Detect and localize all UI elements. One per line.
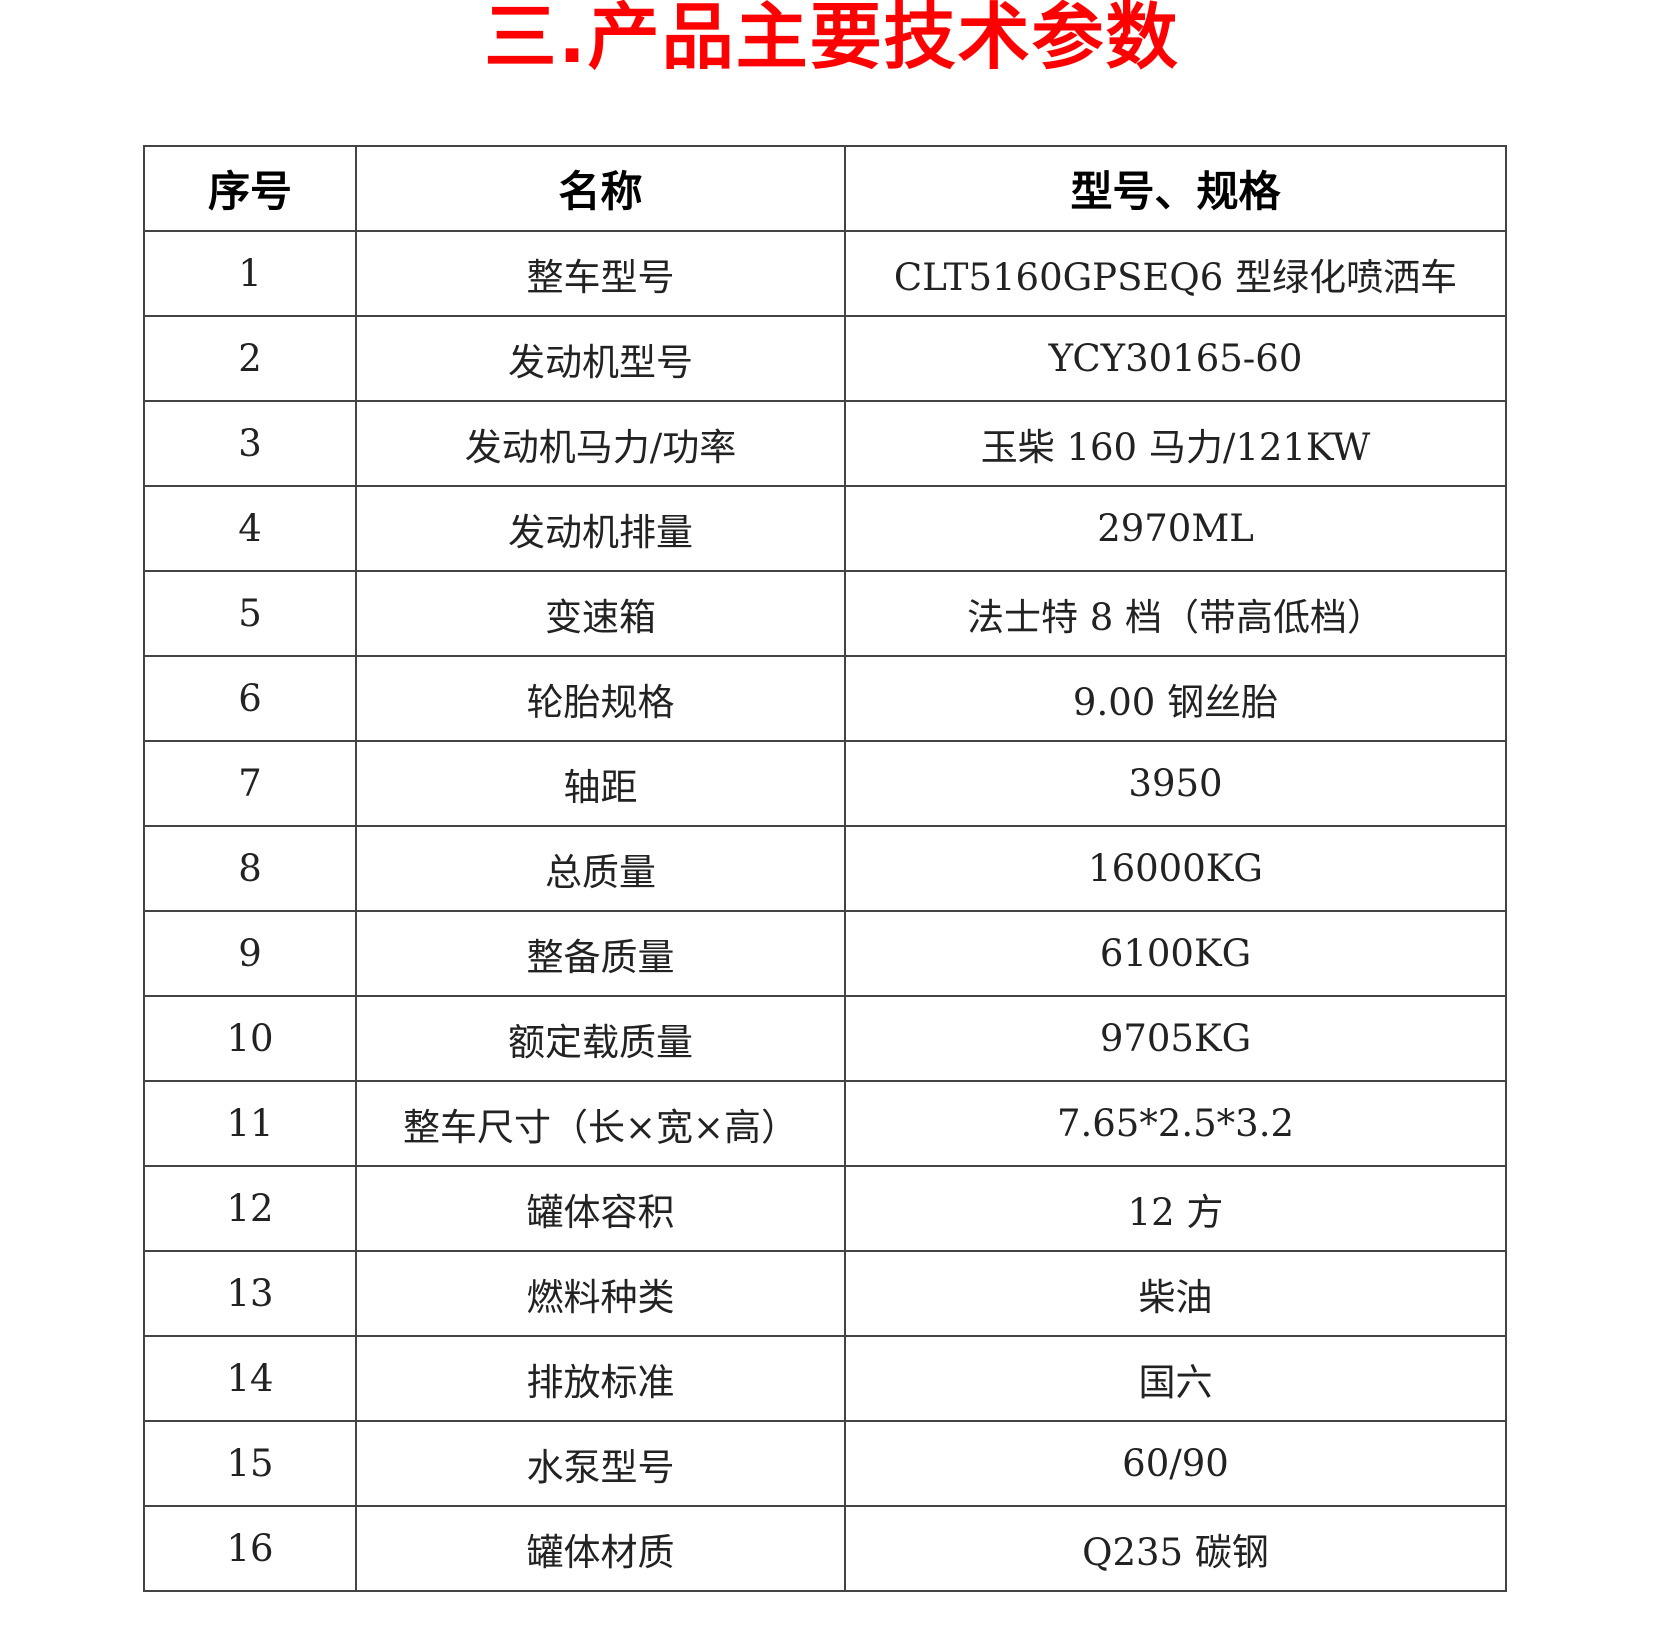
table-row: 12 罐体容积 12 方 <box>143 1165 1507 1252</box>
cell-name: 轴距 <box>355 740 846 827</box>
cell-spec: 60/90 <box>844 1420 1507 1507</box>
cell-name: 整备质量 <box>355 910 846 997</box>
cell-name: 总质量 <box>355 825 846 912</box>
table-row: 2 发动机型号 YCY30165-60 <box>143 315 1507 402</box>
table-row: 16 罐体材质 Q235 碳钢 <box>143 1505 1507 1592</box>
cell-index: 12 <box>143 1165 357 1252</box>
cell-spec: 柴油 <box>844 1250 1507 1337</box>
cell-spec: 法士特 8 档（带高低档） <box>844 570 1507 657</box>
cell-name: 发动机排量 <box>355 485 846 572</box>
cell-name: 罐体容积 <box>355 1165 846 1252</box>
cell-name: 发动机型号 <box>355 315 846 402</box>
cell-name: 排放标准 <box>355 1335 846 1422</box>
table-row: 1 整车型号 CLT5160GPSEQ6 型绿化喷洒车 <box>143 230 1507 317</box>
table-row: 4 发动机排量 2970ML <box>143 485 1507 572</box>
cell-spec: 12 方 <box>844 1165 1507 1252</box>
cell-index: 13 <box>143 1250 357 1337</box>
cell-name: 水泵型号 <box>355 1420 846 1507</box>
header-index: 序号 <box>143 145 357 232</box>
cell-spec: 6100KG <box>844 910 1507 997</box>
table-row: 5 变速箱 法士特 8 档（带高低档） <box>143 570 1507 657</box>
cell-name: 变速箱 <box>355 570 846 657</box>
table-row: 11 整车尺寸（长×宽×高） 7.65*2.5*3.2 <box>143 1080 1507 1167</box>
table-row: 7 轴距 3950 <box>143 740 1507 827</box>
table-row: 13 燃料种类 柴油 <box>143 1250 1507 1337</box>
cell-index: 15 <box>143 1420 357 1507</box>
header-spec: 型号、规格 <box>844 145 1507 232</box>
table-row: 3 发动机马力/功率 玉柴 160 马力/121KW <box>143 400 1507 487</box>
cell-name: 发动机马力/功率 <box>355 400 846 487</box>
cell-spec: Q235 碳钢 <box>844 1505 1507 1592</box>
cell-name: 轮胎规格 <box>355 655 846 742</box>
cell-name: 整车尺寸（长×宽×高） <box>355 1080 846 1167</box>
cell-index: 16 <box>143 1505 357 1592</box>
cell-index: 9 <box>143 910 357 997</box>
cell-name: 整车型号 <box>355 230 846 317</box>
cell-spec: 3950 <box>844 740 1507 827</box>
table-row: 9 整备质量 6100KG <box>143 910 1507 997</box>
cell-index: 11 <box>143 1080 357 1167</box>
cell-name: 燃料种类 <box>355 1250 846 1337</box>
cell-spec: 9705KG <box>844 995 1507 1082</box>
cell-spec: 国六 <box>844 1335 1507 1422</box>
cell-name: 额定载质量 <box>355 995 846 1082</box>
cell-spec: 7.65*2.5*3.2 <box>844 1080 1507 1167</box>
section-title: 三.产品主要技术参数 <box>484 0 1180 79</box>
table-header-row: 序号 名称 型号、规格 <box>143 145 1507 232</box>
cell-index: 10 <box>143 995 357 1082</box>
cell-index: 6 <box>143 655 357 742</box>
cell-spec: CLT5160GPSEQ6 型绿化喷洒车 <box>844 230 1507 317</box>
cell-index: 1 <box>143 230 357 317</box>
table-row: 14 排放标准 国六 <box>143 1335 1507 1422</box>
cell-index: 14 <box>143 1335 357 1422</box>
cell-index: 4 <box>143 485 357 572</box>
spec-table: 序号 名称 型号、规格 1 整车型号 CLT5160GPSEQ6 型绿化喷洒车 2 发动… <box>143 145 1507 1592</box>
cell-spec: 2970ML <box>844 485 1507 572</box>
table-row: 8 总质量 16000KG <box>143 825 1507 912</box>
cell-name: 罐体材质 <box>355 1505 846 1592</box>
cell-index: 2 <box>143 315 357 402</box>
cell-index: 3 <box>143 400 357 487</box>
cell-spec: 16000KG <box>844 825 1507 912</box>
table-row: 6 轮胎规格 9.00 钢丝胎 <box>143 655 1507 742</box>
cell-index: 5 <box>143 570 357 657</box>
cell-index: 8 <box>143 825 357 912</box>
cell-spec: YCY30165-60 <box>844 315 1507 402</box>
cell-index: 7 <box>143 740 357 827</box>
cell-spec: 9.00 钢丝胎 <box>844 655 1507 742</box>
cell-spec: 玉柴 160 马力/121KW <box>844 400 1507 487</box>
header-name: 名称 <box>355 145 846 232</box>
table-row: 10 额定载质量 9705KG <box>143 995 1507 1082</box>
table-row: 15 水泵型号 60/90 <box>143 1420 1507 1507</box>
